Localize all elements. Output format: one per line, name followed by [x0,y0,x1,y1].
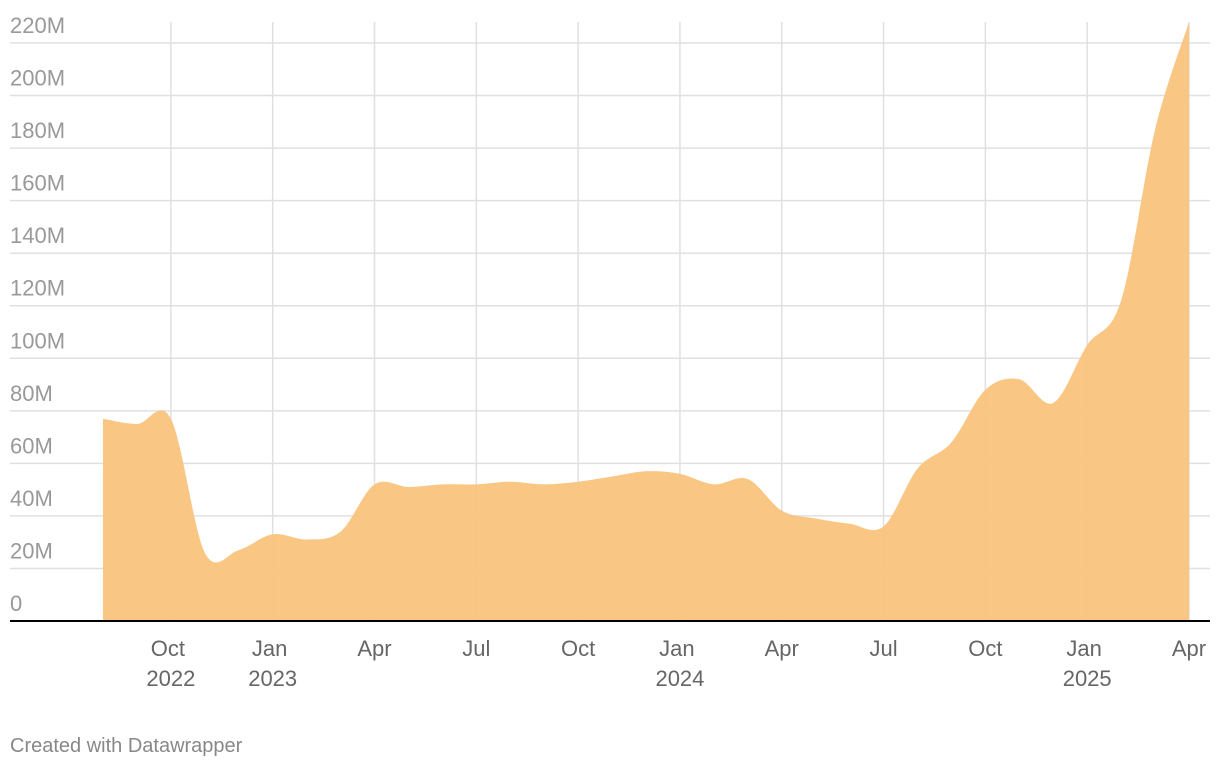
y-tick-label: 160M [10,171,65,196]
x-tick-label: Apr [357,636,391,661]
y-tick-label: 60M [10,433,53,458]
x-tick-label: Jan 2024 [655,636,704,691]
x-tick-label: Jan 2023 [248,636,297,691]
y-tick-label: 220M [10,13,65,38]
y-tick-label: 120M [10,276,65,301]
x-tick-label: Jul [870,636,898,661]
x-tick-label: Apr [1172,636,1206,661]
x-tick-label: Apr [765,636,799,661]
x-tick-label: Oct [968,636,1002,661]
y-tick-label: 80M [10,381,53,406]
x-tick-label: Jul [462,636,490,661]
y-tick-label: 200M [10,66,65,91]
y-tick-label: 140M [10,223,65,248]
y-tick-label: 0 [10,591,22,616]
x-tick-label: Jan 2025 [1063,636,1112,691]
y-tick-label: 100M [10,328,65,353]
area [103,22,1189,621]
y-tick-label: 40M [10,486,53,511]
y-tick-label: 20M [10,538,53,563]
x-tick-label: Oct 2022 [146,636,195,691]
y-tick-label: 180M [10,118,65,143]
credit: Created with Datawrapper [10,735,243,757]
x-tick-label: Oct [561,636,595,661]
